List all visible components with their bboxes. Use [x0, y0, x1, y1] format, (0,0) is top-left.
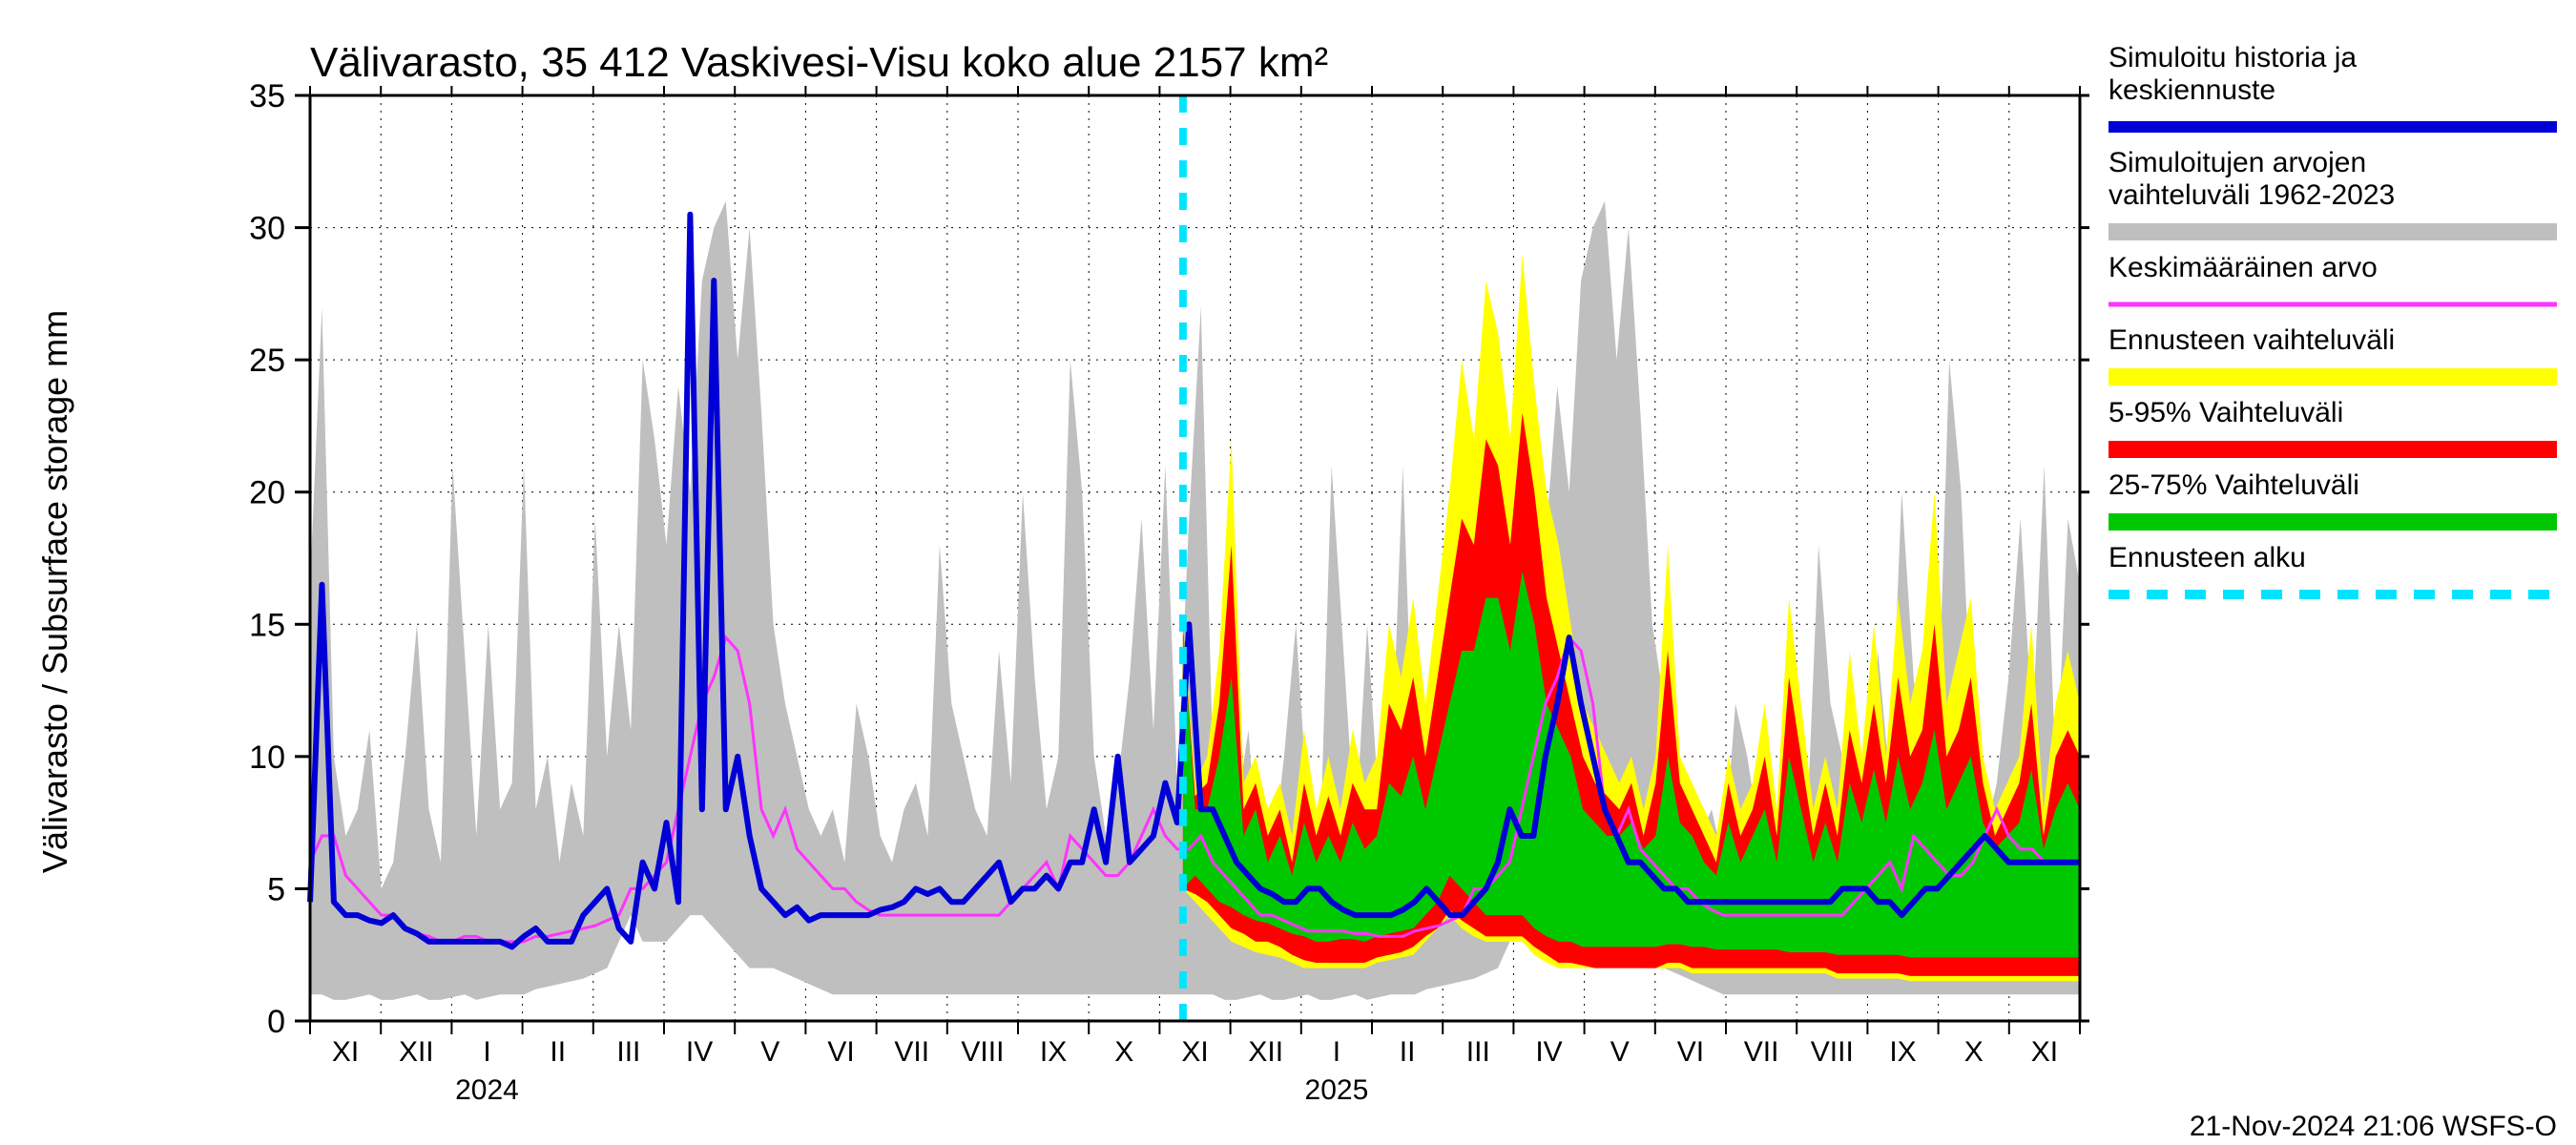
legend-label: vaihteluväli 1962-2023 — [2109, 179, 2395, 211]
month-label: XII — [1248, 1036, 1283, 1068]
month-label: XI — [1181, 1036, 1208, 1068]
month-label: VIII — [961, 1036, 1004, 1068]
legend-label: keskiennuste — [2109, 74, 2275, 106]
ytick-label: 25 — [249, 343, 285, 379]
month-label: I — [483, 1036, 490, 1068]
ytick-label: 5 — [267, 871, 285, 907]
legend-label: 5-95% Vaihteluväli — [2109, 397, 2343, 428]
ytick-label: 0 — [267, 1004, 285, 1040]
month-label: I — [1333, 1036, 1340, 1068]
legend-swatch — [2109, 513, 2557, 531]
month-label: IX — [1889, 1036, 1916, 1068]
month-label: V — [760, 1036, 779, 1068]
ytick-label: 10 — [249, 739, 285, 776]
month-label: V — [1610, 1036, 1630, 1068]
month-label: II — [1400, 1036, 1416, 1068]
month-label: XI — [2031, 1036, 2058, 1068]
legend-swatch — [2109, 441, 2557, 458]
legend-label: Keskimääräinen arvo — [2109, 252, 2378, 283]
plot-area: 05101520253035XIXIIIIIIIIIVVVIVIIVIIIIXX… — [249, 78, 2089, 1106]
month-label: II — [550, 1036, 566, 1068]
legend-label: Simuloitujen arvojen — [2109, 147, 2366, 178]
legend-label: 25-75% Vaihteluväli — [2109, 469, 2359, 501]
legend-label: Simuloitu historia ja — [2109, 42, 2357, 73]
ytick-label: 15 — [249, 607, 285, 643]
legend: Simuloitu historia jakeskiennuste Simuloi… — [2109, 42, 2557, 594]
month-label: VI — [1677, 1036, 1704, 1068]
ytick-label: 30 — [249, 211, 285, 247]
month-label: III — [1466, 1036, 1490, 1068]
chart-title: Välivarasto, 35 412 Vaskivesi-Visu koko … — [310, 39, 1328, 86]
month-label: X — [1114, 1036, 1133, 1068]
chart-svg: Välivarasto / Subsurface storage mm Väli… — [0, 0, 2576, 1145]
month-label: VI — [827, 1036, 854, 1068]
footer-timestamp: 21-Nov-2024 21:06 WSFS-O — [2190, 1111, 2557, 1142]
legend-swatch — [2109, 368, 2557, 385]
legend-swatch — [2109, 223, 2557, 240]
month-label: IX — [1040, 1036, 1067, 1068]
month-label: VII — [894, 1036, 929, 1068]
month-label: XI — [332, 1036, 359, 1068]
ytick-label: 35 — [249, 78, 285, 114]
legend-label: Ennusteen vaihteluväli — [2109, 324, 2395, 356]
month-label: XII — [399, 1036, 434, 1068]
month-label: III — [616, 1036, 640, 1068]
legend-label: Ennusteen alku — [2109, 542, 2306, 573]
y-axis-label: Välivarasto / Subsurface storage mm — [35, 310, 74, 873]
ytick-label: 20 — [249, 475, 285, 511]
month-label: IV — [686, 1036, 713, 1068]
year-label: 2024 — [455, 1074, 519, 1106]
year-label: 2025 — [1305, 1074, 1369, 1106]
month-label: VIII — [1811, 1036, 1854, 1068]
month-label: X — [1964, 1036, 1984, 1068]
month-label: IV — [1535, 1036, 1562, 1068]
chart-container: Välivarasto / Subsurface storage mm Väli… — [0, 0, 2576, 1145]
month-label: VII — [1744, 1036, 1779, 1068]
